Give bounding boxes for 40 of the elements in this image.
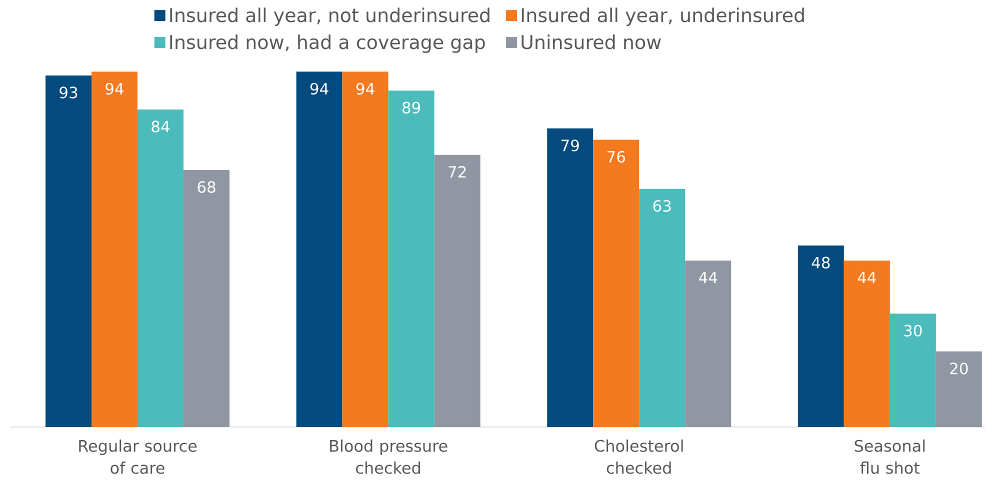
data-label: 48 (812, 256, 830, 268)
x-tick-label: Blood pressure checked (330, 440, 448, 474)
data-label: 30 (904, 324, 922, 337)
data-label: 79 (562, 140, 579, 152)
bar (890, 314, 936, 427)
data-label: 89 (402, 102, 420, 114)
data-label: 20 (950, 362, 968, 374)
bar (138, 109, 184, 427)
bar (685, 260, 732, 427)
bar (434, 154, 480, 427)
legend-label: Insured all year, not underinsured (170, 8, 490, 26)
bar (296, 72, 342, 427)
data-label: 94 (106, 82, 124, 95)
data-label: 84 (152, 120, 170, 132)
bar (92, 72, 138, 427)
legend-label: Insured now, had a coverage gap (170, 34, 485, 53)
bar (388, 90, 434, 427)
bar (936, 351, 982, 427)
x-tick-label: Regular source of care (79, 440, 197, 474)
data-label: 94 (310, 82, 328, 95)
bar (342, 72, 388, 427)
x-tick-label: Cholesterol checked (594, 440, 683, 474)
data-label: 93 (60, 86, 78, 98)
legend-label: Insured all year, underinsured (522, 8, 804, 26)
data-label: 76 (608, 150, 625, 163)
bar (639, 188, 686, 427)
data-label: 44 (858, 272, 876, 284)
bar (184, 170, 230, 427)
bar (547, 128, 594, 427)
data-label: 63 (653, 200, 671, 212)
data-label: 94 (356, 82, 374, 95)
data-label: 68 (198, 181, 216, 193)
bar (593, 140, 640, 427)
bar (46, 75, 92, 427)
data-label: 44 (699, 272, 718, 284)
data-label: 72 (448, 166, 466, 178)
bar (844, 260, 890, 427)
x-tick-label: Seasonal flu shot (854, 440, 925, 474)
bar (798, 246, 844, 427)
legend-label: Uninsured now (522, 34, 661, 50)
